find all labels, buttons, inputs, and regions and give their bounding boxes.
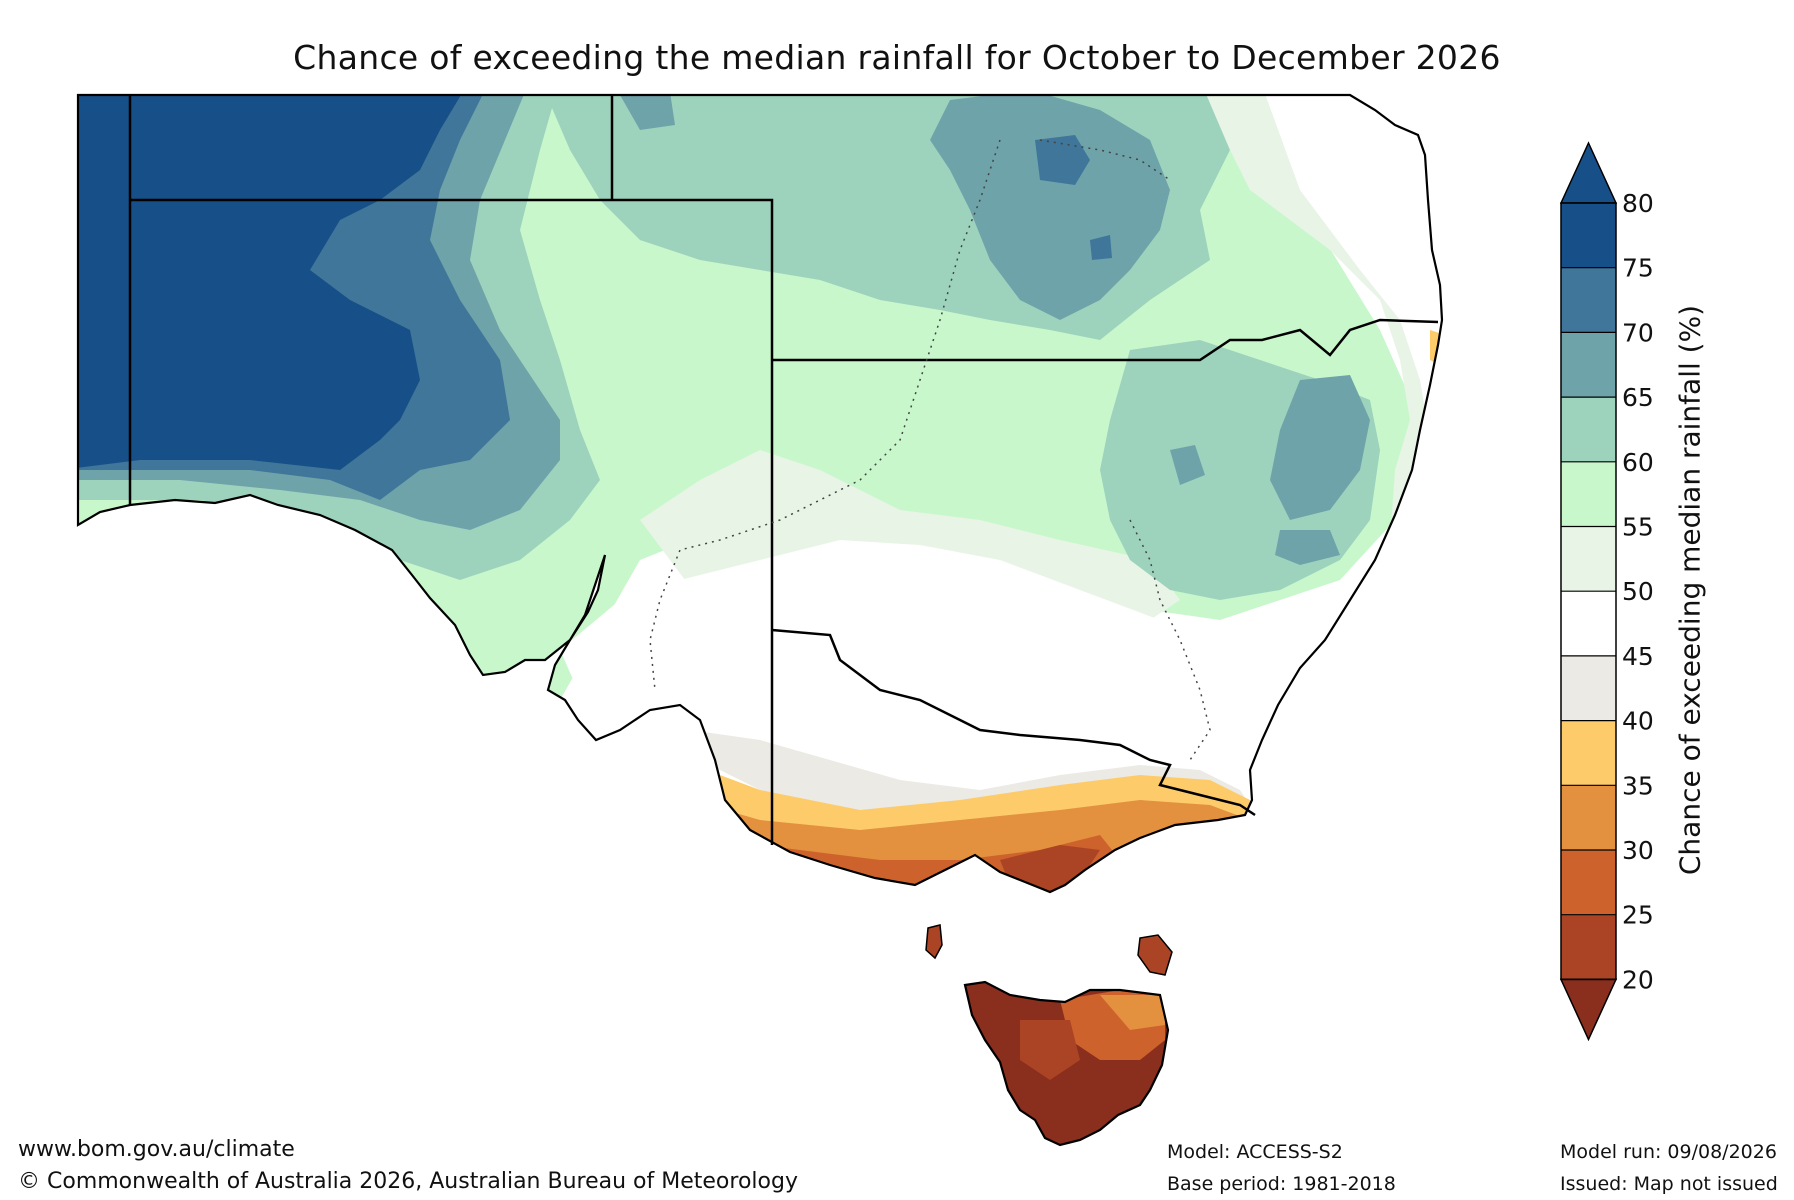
colorbar-tick-label: 80 [1622, 189, 1654, 218]
colorbar-tick-label: 45 [1622, 642, 1654, 671]
qld-nsw-border [772, 318, 1439, 362]
colorbar-segment [1561, 914, 1616, 980]
colorbar-segment [1561, 267, 1616, 333]
colorbar-segment [1561, 203, 1616, 268]
colorbar-segment [1561, 655, 1616, 721]
colorbar-segment [1561, 332, 1616, 398]
colorbar: 80 75 70 65 60 55 50 45 40 35 30 25 20 [1559, 141, 1654, 1042]
footer-issued: Issued: Map not issued [1560, 1173, 1778, 1195]
colorbar-tick-label: 50 [1622, 577, 1654, 606]
king-island [925, 924, 943, 960]
colorbar-segment [1561, 591, 1616, 656]
footer-model: Model: ACCESS-S2 [1167, 1141, 1343, 1163]
colorbar-segment [1561, 720, 1616, 786]
colorbar-extend-top [1559, 141, 1618, 204]
map-title: Chance of exceeding the median rainfall … [293, 38, 1501, 77]
colorbar-segment [1561, 850, 1616, 915]
state-borders [128, 95, 1439, 845]
colorbar-segment [1561, 526, 1616, 592]
colorbar-tick-label: 35 [1622, 771, 1654, 800]
colorbar-extend-bottom [1559, 978, 1618, 1042]
colorbar-tick-label: 70 [1622, 318, 1654, 347]
colorbar-segment [1561, 397, 1616, 462]
colorbar-tick-label: 75 [1622, 254, 1654, 283]
colorbar-tick-label: 25 [1622, 901, 1654, 930]
nsw-vic-border [771, 628, 1256, 817]
region-boundaries [649, 139, 1211, 761]
colorbar-tick-label: 55 [1622, 513, 1654, 542]
colorbar-label: Chance of exceeding median rainfall (%) [1673, 304, 1707, 876]
footer-base-period: Base period: 1981-2018 [1167, 1173, 1396, 1195]
footer-copyright: © Commonwealth of Australia 2026, Austra… [18, 1169, 798, 1194]
colorbar-segment [1561, 461, 1616, 527]
colorbar-segment [1561, 785, 1616, 850]
colorbar-tick-label: 60 [1622, 448, 1654, 477]
colorbar-tick-label: 40 [1622, 707, 1654, 736]
colorbar-tick-label: 20 [1622, 965, 1654, 994]
colorbar-tick-label: 30 [1622, 836, 1654, 865]
flinders-island [1137, 934, 1173, 976]
footer-website: www.bom.gov.au/climate [18, 1137, 295, 1162]
colorbar-tick-label: 65 [1622, 383, 1654, 412]
rainfall-probability-shading [78, 95, 1442, 1145]
footer-model-run: Model run: 09/08/2026 [1560, 1141, 1777, 1163]
